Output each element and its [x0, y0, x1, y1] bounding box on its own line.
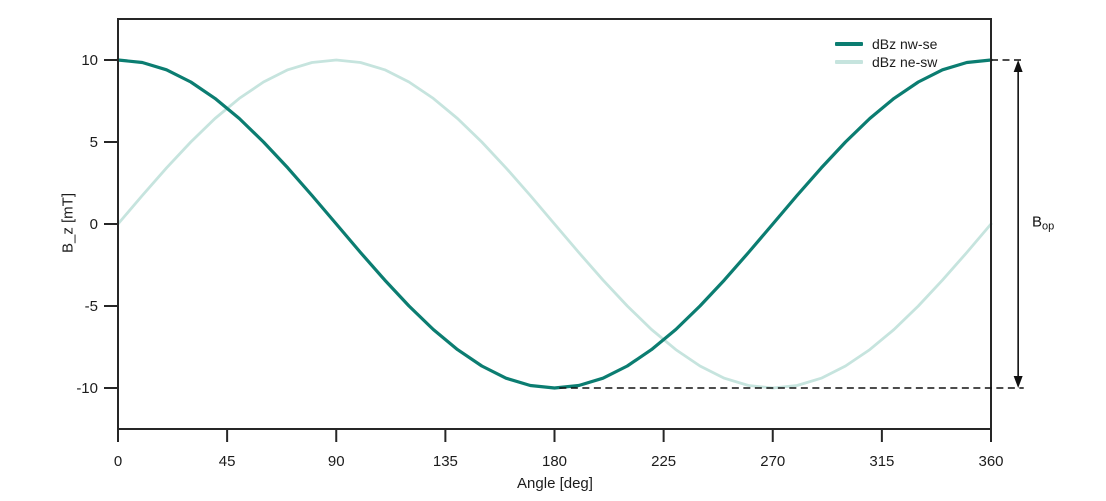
bop-arrowhead-up-icon [1013, 60, 1023, 72]
y-axis-label: B_z [mT] [59, 192, 77, 254]
legend-swatch-dbz-nw-se [835, 41, 863, 47]
bop-annotation-label: Bop [1032, 213, 1055, 233]
legend-item-dbz-nw-se: dBz nw-se [835, 35, 937, 53]
legend-item-dbz-ne-sw: dBz ne-sw [835, 53, 937, 71]
y-tick-label: -10 [76, 380, 98, 397]
y-tick-label: 10 [81, 52, 98, 69]
y-tick-label: 0 [90, 216, 98, 233]
x-tick-label: 90 [328, 453, 345, 470]
x-tick-label: 180 [542, 453, 567, 470]
bop-label-subscript: op [1042, 220, 1055, 233]
x-tick-label: 360 [978, 453, 1003, 470]
series-line-dbz-nw-se [116, 58, 993, 390]
x-tick-label: 315 [869, 453, 894, 470]
series-line-dbz-ne-sw [116, 58, 993, 390]
x-tick-label: 0 [114, 453, 122, 470]
legend-swatch-dbz-ne-sw [835, 59, 863, 65]
x-tick-label: 270 [760, 453, 785, 470]
x-tick-label: 225 [651, 453, 676, 470]
legend-label-dbz-nw-se: dBz nw-se [872, 36, 938, 52]
y-tick-label: 5 [90, 134, 98, 151]
x-tick-label: 45 [219, 453, 236, 470]
y-tick-label: -5 [85, 298, 98, 315]
x-axis-label: Angle [deg] [517, 475, 593, 492]
legend: dBz nw-se dBz ne-sw [835, 35, 937, 71]
bop-arrowhead-down-icon [1013, 376, 1023, 388]
bop-label-base: B [1032, 213, 1043, 231]
legend-label-dbz-ne-sw: dBz ne-sw [872, 54, 938, 70]
x-tick-label: 135 [433, 453, 458, 470]
